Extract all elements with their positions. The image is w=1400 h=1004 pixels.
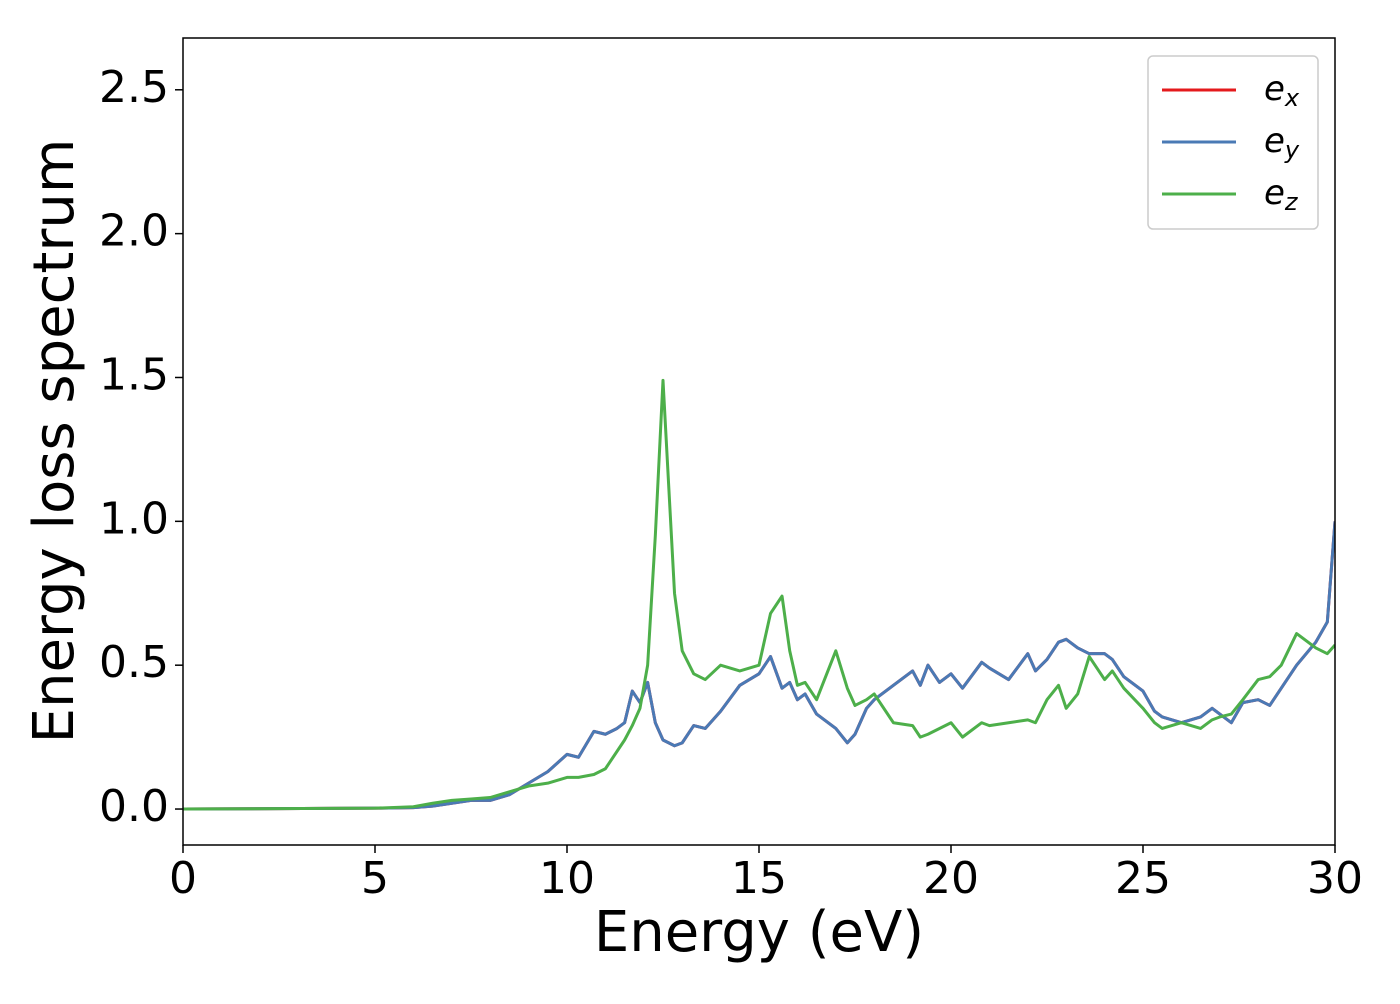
y-tick-label: 0.0 <box>99 781 169 832</box>
legend-label: ex <box>1264 69 1300 113</box>
x-tick-label: 0 <box>169 853 197 904</box>
y-tick-label: 1.0 <box>99 493 169 544</box>
y-tick-label: 2.5 <box>99 62 169 113</box>
y-tick-label: 0.5 <box>99 637 169 688</box>
x-tick-label: 5 <box>361 853 389 904</box>
y-tick-label: 1.5 <box>99 349 169 400</box>
legend-label: ey <box>1264 121 1300 165</box>
x-tick-label: 20 <box>923 853 979 904</box>
x-axis-label: Energy (eV) <box>594 900 924 965</box>
x-tick-label: 10 <box>539 853 595 904</box>
x-tick-label: 25 <box>1115 853 1171 904</box>
x-tick-label: 15 <box>731 853 787 904</box>
legend-label: ez <box>1264 173 1299 217</box>
y-tick-label: 2.0 <box>99 206 169 257</box>
series-line <box>183 521 1335 811</box>
series-line <box>183 378 1335 811</box>
plot-frame <box>182 37 1336 846</box>
y-axis-label: Energy loss spectrum <box>22 139 87 744</box>
x-tick-label: 30 <box>1307 853 1363 904</box>
